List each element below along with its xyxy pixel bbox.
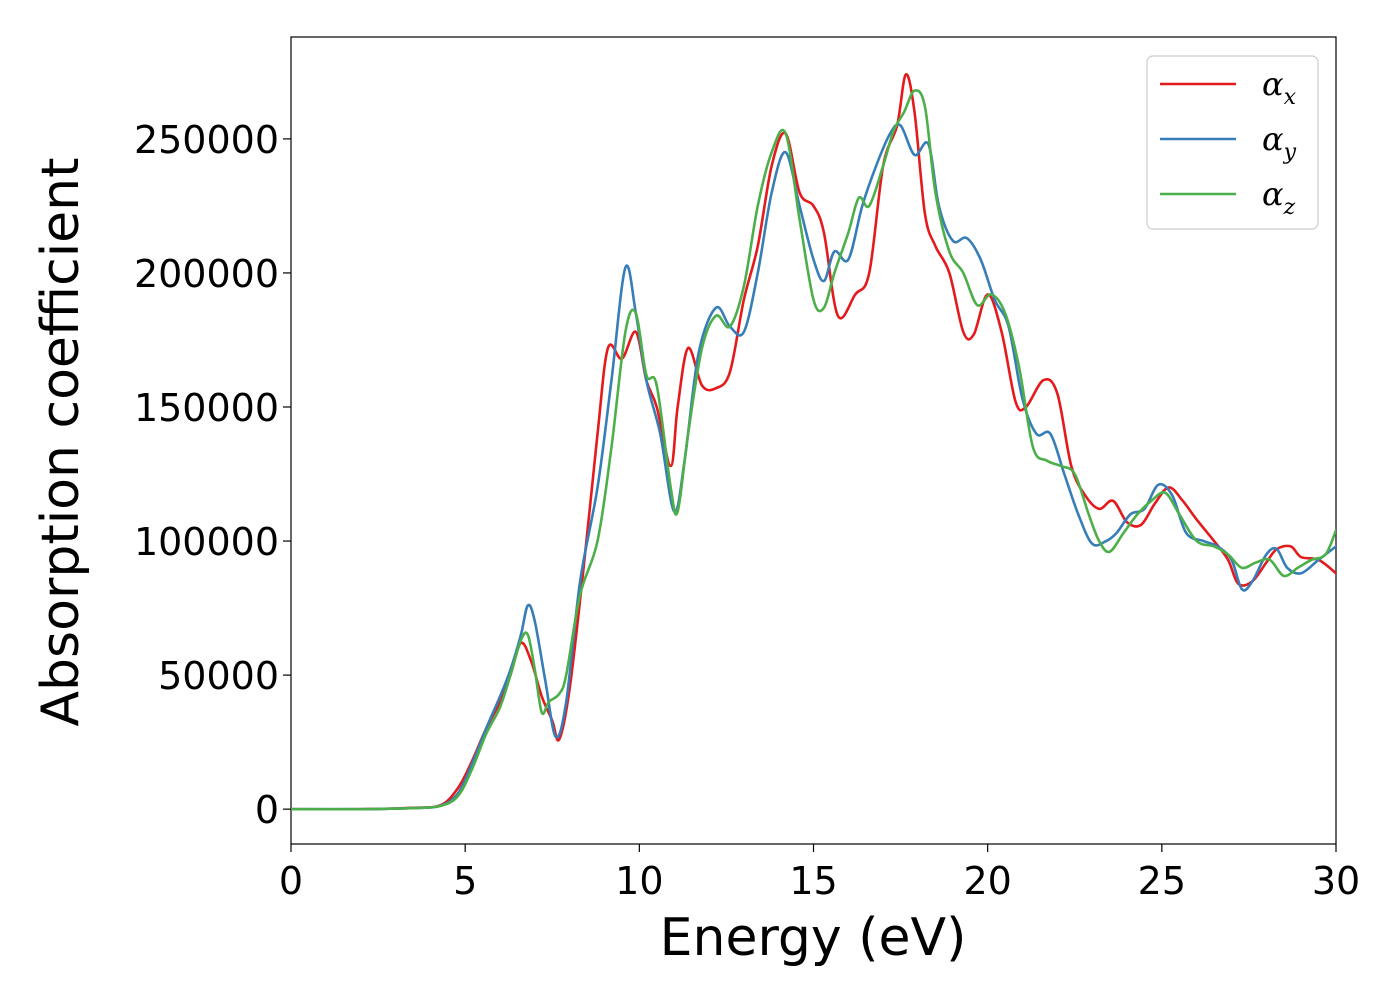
x-tick-label: 15 [789, 859, 837, 903]
x-tick-label: 25 [1138, 859, 1186, 903]
y-tick-label: 0 [255, 788, 279, 832]
y-tick-label: 100000 [134, 520, 279, 564]
legend-subscript: y [1283, 140, 1297, 165]
y-tick-label: 250000 [134, 118, 279, 162]
x-tick-label: 30 [1312, 859, 1360, 903]
y-tick-label: 50000 [158, 654, 279, 698]
legend-box [1146, 55, 1319, 230]
legend-symbol: α [1262, 65, 1284, 103]
x-tick-label: 10 [615, 859, 663, 903]
x-axis: 0 5 10 15 20 25 30 [279, 844, 1360, 903]
legend-label-x: αx [1262, 65, 1297, 110]
legend-subscript: x [1284, 85, 1297, 110]
x-axis-title: Energy (eV) [660, 908, 967, 968]
series-layer [291, 73, 1336, 811]
legend-symbol: α [1262, 120, 1284, 158]
y-tick-label: 150000 [134, 386, 279, 430]
y-tick-label: 200000 [134, 252, 279, 296]
legend-label-z: αz [1262, 175, 1296, 220]
x-tick-label: 5 [453, 859, 477, 903]
y-axis: 0 50000 100000 150000 200000 250000 [134, 118, 291, 832]
x-tick-label: 20 [963, 859, 1011, 903]
x-tick-label: 0 [279, 859, 303, 903]
y-axis-title: Absorption coefficient [31, 157, 91, 726]
legend-symbol: α [1262, 175, 1284, 213]
legend-label-y: αy [1262, 120, 1297, 165]
series-line-z [291, 89, 1336, 811]
legend-subscript: z [1283, 195, 1296, 220]
